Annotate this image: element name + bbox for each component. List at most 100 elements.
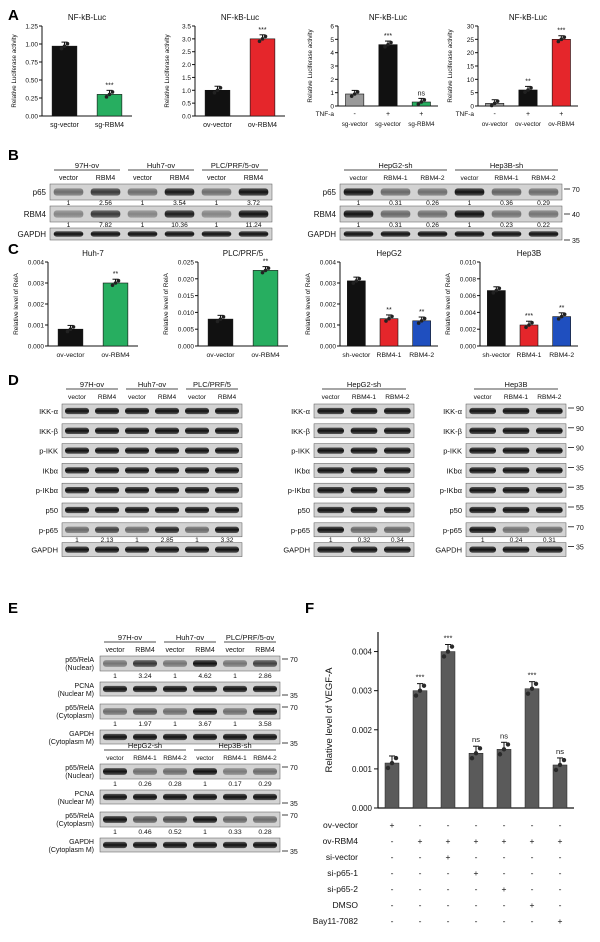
lane-label: RBM4-2 bbox=[537, 394, 562, 401]
y-axis-label: Relative level of RelA bbox=[163, 272, 170, 334]
data-point bbox=[533, 681, 539, 686]
blot-band bbox=[350, 487, 378, 494]
y-tick-label: 1.0 bbox=[182, 88, 191, 95]
mw-marker: 90 bbox=[576, 426, 584, 433]
significance-label: *** bbox=[528, 671, 537, 680]
y-tick-label: 0.001 bbox=[320, 323, 337, 330]
quant-value: 1 bbox=[468, 222, 472, 229]
y-tick-label: 3.5 bbox=[182, 24, 191, 31]
lane-label: vector bbox=[133, 175, 153, 182]
data-point bbox=[494, 288, 499, 293]
quant-value: 0.24 bbox=[510, 537, 523, 544]
blot-background bbox=[339, 227, 563, 241]
quant-value: 2.13 bbox=[101, 537, 114, 544]
blot-row-label: p-p65 bbox=[291, 526, 310, 535]
blot-row-label: p50 bbox=[45, 506, 58, 515]
blot-band bbox=[95, 427, 119, 434]
blot-band bbox=[502, 407, 530, 415]
data-point bbox=[530, 320, 534, 325]
blot-band bbox=[103, 733, 127, 741]
group-label: 97H-ov bbox=[118, 633, 142, 642]
blot-band bbox=[185, 407, 209, 415]
data-point bbox=[59, 46, 64, 51]
blot-band bbox=[223, 708, 247, 715]
quant-value: 1 bbox=[113, 673, 117, 680]
chart-title: NF-kB-Luc bbox=[221, 13, 259, 22]
condition-mark: - bbox=[531, 852, 534, 862]
blot-band bbox=[193, 708, 217, 715]
x-tick-label: ov-vector bbox=[515, 121, 541, 128]
lane-label: RBM4-2 bbox=[163, 755, 187, 762]
x-tick-label: sg-vector bbox=[50, 122, 79, 129]
lane-label: vector bbox=[225, 647, 245, 654]
x-tick-label: ov-vector bbox=[482, 121, 508, 128]
data-point bbox=[384, 319, 388, 323]
data-point bbox=[355, 90, 360, 94]
group-label: Hep3B-sh bbox=[490, 161, 523, 170]
data-point bbox=[416, 321, 421, 325]
y-tick-label: 1.5 bbox=[182, 75, 191, 82]
quant-value: 3.72 bbox=[247, 200, 260, 207]
quant-value: 1 bbox=[203, 781, 207, 788]
lane-label: vector bbox=[128, 394, 147, 401]
blot-band bbox=[127, 210, 158, 218]
y-tick-label: 2.0 bbox=[182, 62, 191, 69]
condition-mark: - bbox=[503, 900, 506, 910]
x-tick-label: RBM4-2 bbox=[549, 352, 574, 359]
condition-mark: - bbox=[419, 852, 422, 862]
significance-label: ** bbox=[419, 309, 425, 316]
group-label: Hep3B bbox=[505, 380, 528, 389]
blot-band bbox=[125, 407, 149, 415]
y-tick-label: 5 bbox=[470, 90, 474, 97]
condition-mark: - bbox=[391, 868, 394, 878]
mw-marker: 35 bbox=[290, 801, 298, 808]
blot-band bbox=[103, 708, 127, 715]
blot-band bbox=[103, 841, 127, 849]
data-point bbox=[422, 316, 427, 321]
y-tick-label: 3.0 bbox=[182, 36, 191, 43]
bar bbox=[496, 749, 512, 809]
blot-band bbox=[103, 793, 127, 801]
blot-row-label: p65/RelA bbox=[65, 657, 94, 664]
blot-band bbox=[502, 546, 530, 553]
quant-value: 1 bbox=[67, 222, 71, 229]
blot-band bbox=[491, 210, 522, 218]
blot-row-label: PCNA bbox=[75, 791, 95, 798]
blot-background bbox=[49, 183, 273, 201]
blot-band bbox=[454, 231, 485, 237]
blot-band bbox=[185, 546, 209, 553]
blot-background bbox=[99, 681, 281, 697]
y-tick-label: 15 bbox=[467, 64, 475, 71]
significance-label: *** bbox=[105, 82, 113, 89]
blot-band bbox=[215, 506, 239, 514]
data-point bbox=[527, 323, 531, 327]
x-tick-label: ov-RBM4 bbox=[548, 121, 575, 128]
blot-band bbox=[491, 188, 522, 196]
y-tick-label: 25 bbox=[467, 37, 475, 44]
quant-value: 0.26 bbox=[426, 200, 439, 207]
blot-band bbox=[417, 210, 448, 218]
significance-label: ns bbox=[500, 731, 508, 740]
blot-background bbox=[61, 522, 243, 538]
blot-row-label: (Cytoplasm M) bbox=[48, 739, 94, 746]
bar bbox=[518, 89, 538, 107]
quant-value: 10.36 bbox=[171, 222, 188, 229]
mw-marker: 35 bbox=[576, 545, 584, 552]
blot-background bbox=[61, 463, 243, 478]
data-point bbox=[385, 765, 391, 771]
condition-mark: - bbox=[419, 820, 422, 830]
treatment-label: TNF-a bbox=[316, 111, 335, 118]
blot-band bbox=[185, 487, 209, 494]
quant-value: 1 bbox=[113, 781, 117, 788]
blot-band bbox=[155, 506, 179, 514]
lane-label: RBM4-1 bbox=[352, 394, 377, 401]
significance-label: ** bbox=[525, 78, 531, 85]
blot-band bbox=[317, 447, 344, 454]
data-point bbox=[525, 691, 531, 696]
quant-value: 0.22 bbox=[537, 222, 550, 229]
blot-band bbox=[90, 210, 121, 218]
lane-label: vector bbox=[461, 175, 480, 182]
mw-marker: 35 bbox=[572, 238, 580, 245]
condition-mark: + bbox=[558, 916, 563, 926]
blot-row-label: GAPDH bbox=[31, 546, 58, 555]
